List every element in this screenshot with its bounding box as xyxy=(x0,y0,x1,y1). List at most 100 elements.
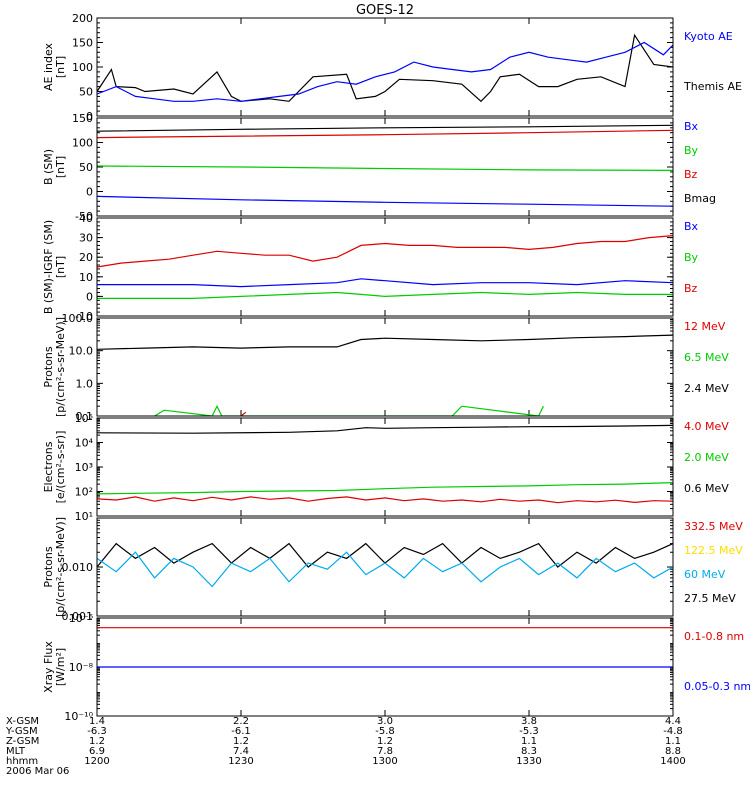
series-line-0-6-mev xyxy=(97,424,673,434)
y-axis-label-line: [nT] xyxy=(54,156,67,178)
legend-entry: Bx xyxy=(684,120,699,133)
y-tick-label: 100 xyxy=(72,61,93,74)
legend-entry: 27.5 MeV xyxy=(684,592,736,605)
legend-entry: 332.5 MeV xyxy=(684,520,743,533)
x-tick-value: 8.3 xyxy=(521,746,537,757)
x-row-label: hhmm xyxy=(6,756,38,767)
y-tick-label: 100.0 xyxy=(62,312,94,325)
series-line-bz xyxy=(97,235,673,268)
y-tick-label: 10⁻⁶ xyxy=(69,612,94,625)
series-line-2-0-mev xyxy=(97,482,673,495)
x-row-label: Y-GSM xyxy=(5,726,38,737)
series-line-bz xyxy=(97,129,673,139)
x-tick-value: 4.4 xyxy=(665,716,681,727)
y-tick-label: 30 xyxy=(79,232,93,245)
y-tick-label: 200 xyxy=(72,12,93,25)
y-axis-label: B (SM)-IGRF (SM)[nT] xyxy=(42,220,67,314)
x-tick-value: -5.3 xyxy=(519,726,539,737)
legend-entry: Kyoto AE xyxy=(684,30,733,43)
panel-frame xyxy=(96,17,674,117)
y-axis-label-line: [p/(cm²-s-sr-MeV)] xyxy=(54,317,67,417)
x-tick-value: 1300 xyxy=(372,756,397,767)
y-tick-label: 150 xyxy=(72,37,93,50)
y-axis-label-line: [nT] xyxy=(54,256,67,278)
y-tick-label: 50 xyxy=(79,161,93,174)
legend-entry: 0.1-0.8 nm xyxy=(684,630,744,643)
series-line-2-4-mev xyxy=(97,334,673,350)
plot-title: GOES-12 xyxy=(356,3,414,18)
x-tick-value: 1.2 xyxy=(233,736,249,747)
panel-frame xyxy=(96,517,674,617)
legend-entry: Bmag xyxy=(684,192,716,205)
series-line-themis-ae xyxy=(97,33,673,103)
panel-xray: 10⁻¹⁰ 10⁻⁸ 10⁻⁶ Xray Flux[W/m²] 0.1-0.8 nm 0.… xyxy=(42,612,750,723)
x-tick-value: 7.4 xyxy=(233,746,249,757)
x-tick-value: 1200 xyxy=(84,756,109,767)
y-tick-label: 40 xyxy=(79,212,93,225)
y-tick-label: 10⁴ xyxy=(75,437,94,450)
legend-entry: 0.05-0.3 nm xyxy=(684,680,750,693)
y-tick-label: 10.0 xyxy=(69,345,94,358)
x-tick-value: 1.4 xyxy=(89,716,105,727)
x-tick-value: 3.8 xyxy=(521,716,537,727)
x-tick-value: -4.8 xyxy=(663,726,683,737)
x-tick-value: 1.1 xyxy=(665,736,681,747)
y-tick-label: 150 xyxy=(72,112,93,125)
y-axis-label-line: B (SM) xyxy=(42,149,55,185)
y-tick-label: 10⁻⁸ xyxy=(69,661,94,674)
y-tick-label: -50 xyxy=(75,210,93,223)
y-axis-label: Xray Flux[W/m²] xyxy=(42,641,67,693)
legend-entry: 0.6 MeV xyxy=(684,482,729,495)
y-axis-label-line: [p/(cm²-s-sr-MeV)] xyxy=(54,517,67,617)
panel-frame xyxy=(96,117,674,217)
x-tick-value: 1230 xyxy=(228,756,253,767)
panel-ae: 0 50 100 150 200 AE index[nT] Kyoto AE Themis A… xyxy=(42,12,742,123)
y-axis-label-line: Protons xyxy=(42,546,55,587)
y-axis-label-line: [e/(cm²-s-sr)] xyxy=(54,431,67,504)
y-tick-label: 0.001 xyxy=(62,610,94,623)
y-axis-label-line: Xray Flux xyxy=(42,641,55,693)
y-tick-label: 10⁵ xyxy=(75,412,93,425)
x-tick-value: 2.2 xyxy=(233,716,249,727)
series-line-12-mev xyxy=(240,411,247,416)
y-axis-label-line: B (SM)-IGRF (SM) xyxy=(42,220,55,314)
legend-entry: Bx xyxy=(684,220,699,233)
legend-entry: 122.5 MeV xyxy=(684,544,743,557)
y-axis-label: AE index[nT] xyxy=(42,42,67,91)
y-tick-label: 0 xyxy=(86,110,93,123)
y-tick-label: 10² xyxy=(75,486,93,499)
panel-frame xyxy=(96,417,674,517)
y-tick-label: 20 xyxy=(79,251,93,264)
y-axis-label-line: [nT] xyxy=(54,56,67,78)
x-tick-value: 3.0 xyxy=(377,716,393,727)
y-axis-label-line: Electrons xyxy=(42,441,55,492)
x-row-label: MLT xyxy=(6,746,26,757)
y-tick-label: 0 xyxy=(86,290,93,303)
panel-b: -50 0 50 100 150 B (SM)[nT] Bx By Bz Bmag xyxy=(42,112,716,223)
series-line-by xyxy=(97,165,673,171)
y-axis-label: B (SM)[nT] xyxy=(42,149,67,185)
x-tick-value: -6.1 xyxy=(231,726,251,737)
y-tick-label: 10⁻¹⁰ xyxy=(64,710,93,723)
y-axis-label-line: AE index xyxy=(42,42,55,91)
y-axis-label-line: [W/m²] xyxy=(54,648,67,686)
y-axis-label: Electrons[e/(cm²-s-sr)] xyxy=(42,431,67,504)
panel-db: -10 0 10 20 30 40 B (SM)-IGRF (SM)[nT] Bx By Bz xyxy=(42,212,699,323)
series-line-bmag xyxy=(97,124,673,132)
series-line-kyoto-ae xyxy=(97,41,673,102)
x-tick-value: -5.8 xyxy=(375,726,395,737)
panel-protons: 0.11.010.0100.0Protons[p/(cm²-s-sr-MeV)]… xyxy=(42,312,729,423)
series-line-bx xyxy=(97,278,673,288)
legend-entry: 12 MeV xyxy=(684,320,726,333)
x-tick-value: -6.3 xyxy=(87,726,107,737)
panel-frame xyxy=(96,217,674,317)
y-tick-label: 0 xyxy=(86,186,93,199)
x-tick-value: 1.1 xyxy=(521,736,537,747)
legend-entry: 2.4 MeV xyxy=(684,382,729,395)
legend-entry: 2.0 MeV xyxy=(684,451,729,464)
x-tick-value: 1400 xyxy=(660,756,685,767)
legend-entry: Bz xyxy=(684,168,698,181)
y-tick-label: 50 xyxy=(79,86,93,99)
